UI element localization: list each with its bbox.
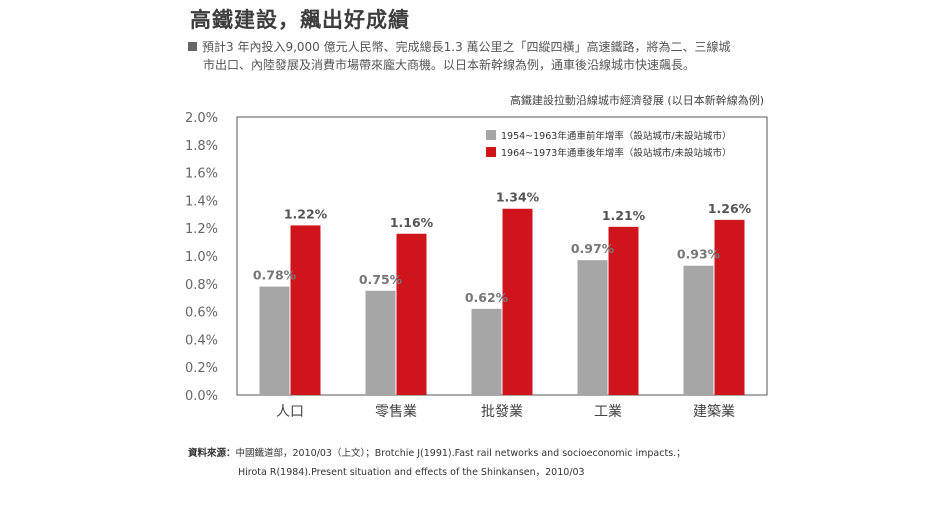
- chart-title: 高鐵建設拉動沿線城市經濟發展 (以日本新幹線為例): [509, 94, 764, 107]
- y-tick-label: 1.8%: [185, 139, 218, 154]
- data-label: 0.62%: [465, 290, 509, 305]
- data-label: 0.78%: [253, 268, 297, 283]
- intro-line-1: 預計3 年內投入9,000 億元人民幣、完成總長1.3 萬公里之「四縱四橫」高速…: [202, 40, 731, 54]
- x-category-label: 人口: [276, 404, 304, 420]
- data-label: 0.75%: [359, 272, 403, 287]
- y-tick-label: 1.4%: [185, 194, 218, 209]
- y-tick-label: 1.0%: [185, 250, 218, 265]
- x-axis: 人口 零售業 批發業 工業 建築業: [276, 404, 735, 420]
- bars: [259, 208, 745, 395]
- bar-series2: [714, 219, 745, 395]
- data-label: 1.16%: [390, 215, 434, 230]
- page-title: 高鐵建設，飆出好成績: [190, 8, 410, 32]
- bar-series1: [365, 290, 396, 395]
- x-category-label: 建築業: [693, 404, 735, 420]
- data-label: 1.26%: [708, 201, 752, 216]
- legend-swatch-series2: [486, 147, 496, 157]
- data-label: 1.34%: [496, 190, 540, 205]
- plot-frame: [236, 116, 768, 396]
- data-label: 0.97%: [571, 241, 615, 256]
- y-tick-label: 0.8%: [185, 278, 218, 293]
- intro-paragraph: 預計3 年內投入9,000 億元人民幣、完成總長1.3 萬公里之「四縱四橫」高速…: [188, 38, 758, 74]
- source-line-2: Hirota R(1984).Present situation and eff…: [238, 467, 585, 478]
- data-label: 0.93%: [677, 247, 721, 262]
- data-label: 1.21%: [602, 208, 646, 223]
- data-labels: 0.78% 1.22% 0.75% 1.16% 0.62% 1.34% 0.97% 1.21%…: [253, 190, 752, 305]
- bar-series1: [683, 265, 714, 395]
- y-tick-label: 0.2%: [185, 361, 218, 376]
- source-note: 資料來源：中國鐵道部，2010/03（上文）；Brotchie J(1991).…: [188, 444, 686, 482]
- bar-series2: [608, 226, 639, 395]
- legend-label-series2: 1964~1973年通車後年增率（設站城市/未設站城市）: [501, 147, 732, 159]
- data-label: 1.22%: [284, 206, 328, 221]
- x-category-label: 零售業: [375, 404, 417, 420]
- source-label: 資料來源：: [188, 448, 236, 459]
- legend: 1954~1963年通車前年增率（設站城市/未設站城市） 1964~1973年通車…: [486, 130, 732, 159]
- bar-series1: [471, 308, 502, 395]
- y-tick-label: 1.2%: [185, 222, 218, 237]
- intro-line-2: 市出口、內陸發展及消費市場帶來龐大商機。以日本新幹線為例，通車後沿線城市快速飆長…: [203, 58, 696, 72]
- bar-series2: [502, 208, 533, 395]
- y-tick-label: 0.0%: [185, 389, 218, 404]
- y-tick-label: 0.4%: [185, 333, 218, 348]
- bullet-square-icon: [188, 42, 197, 51]
- bar-series2: [290, 225, 321, 395]
- legend-label-series1: 1954~1963年通車前年增率（設站城市/未設站城市）: [501, 130, 732, 142]
- source-line-1: 中國鐵道部，2010/03（上文）；Brotchie J(1991).Fast …: [235, 448, 686, 459]
- bar-series2: [396, 233, 427, 395]
- x-category-label: 工業: [594, 404, 622, 420]
- y-tick-label: 1.6%: [185, 167, 218, 182]
- bar-series1: [577, 260, 608, 395]
- y-tick-label: 2.0%: [185, 111, 218, 126]
- y-axis: 0.0% 0.2% 0.4% 0.6% 0.8% 1.0% 1.2% 1.4% 1.6% 1.8%…: [185, 111, 218, 404]
- legend-swatch-series1: [486, 130, 496, 140]
- bar-series1: [259, 286, 290, 395]
- y-tick-label: 0.6%: [185, 306, 218, 321]
- x-category-label: 批發業: [481, 404, 523, 420]
